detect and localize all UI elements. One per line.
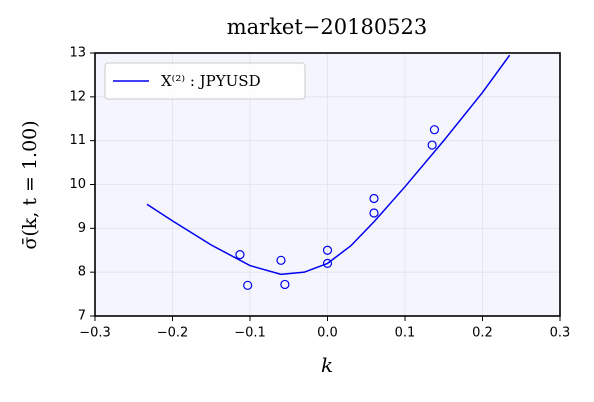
marks	[146, 54, 511, 290]
legend: X⁽²⁾ : JPYUSD	[104, 62, 306, 100]
point	[243, 280, 253, 290]
y-tick-label: 13	[69, 46, 86, 61]
x-tick-label: 0.2	[472, 326, 493, 341]
chart-title: market−20180523	[227, 15, 428, 39]
legend-frame	[104, 62, 306, 100]
y-tick-label: 8	[78, 265, 86, 280]
point	[429, 125, 440, 135]
y-tick-label: 9	[78, 221, 86, 236]
x-tick-label: 0.1	[395, 326, 416, 341]
point	[276, 255, 286, 265]
y-tick-label: 11	[69, 133, 86, 148]
y-axis-label: σ̄(k, t = 1.00)	[19, 120, 41, 249]
x-tick-label: −0.2	[157, 326, 189, 341]
y-tick-label: 10	[69, 177, 86, 192]
y-tick-label: 7	[78, 309, 86, 324]
point	[235, 250, 245, 260]
x-tick-label: −0.1	[234, 326, 266, 341]
point	[369, 193, 379, 204]
line	[146, 54, 511, 276]
x-tick-label: −0.3	[79, 326, 111, 341]
point	[322, 245, 333, 255]
x-tick-label: 0.0	[317, 326, 338, 341]
x-tick-label: 0.3	[550, 326, 571, 341]
y-tick-label: 12	[69, 89, 86, 104]
axes: −0.3 −0.2 −0.1 0.0 0.1 0.2 0.3 7 8 9 10 11 12 13	[69, 46, 570, 341]
x-axis-label: k	[321, 353, 333, 377]
legend-label: X⁽²⁾ : JPYUSD	[161, 72, 261, 90]
point	[322, 258, 333, 268]
point	[369, 208, 379, 218]
point	[427, 140, 437, 150]
point	[280, 279, 290, 290]
